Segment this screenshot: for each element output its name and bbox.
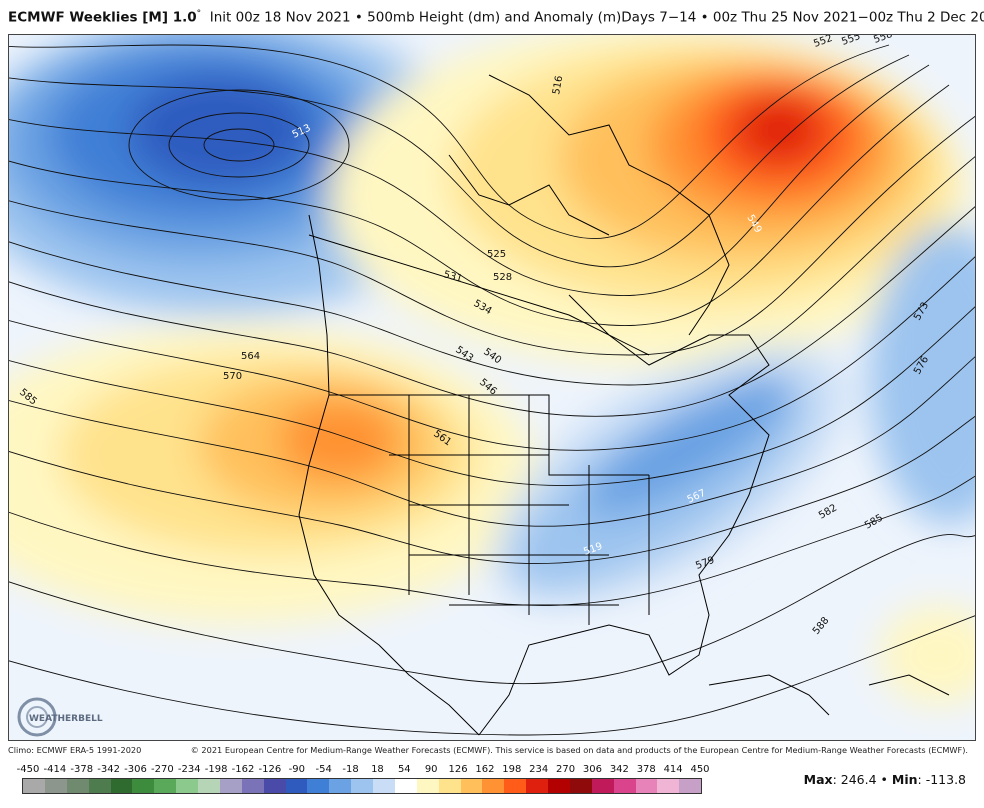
contour-label: 558 (872, 35, 894, 46)
scale-tick-label: 90 (424, 764, 438, 775)
header: ECMWF Weeklies [M] 1.0° Init 00z 18 Nov … (0, 0, 984, 34)
contour-label: 564 (241, 351, 260, 362)
height-contours (9, 44, 975, 736)
scale-swatch (548, 779, 570, 793)
scale-swatch (438, 779, 461, 793)
contour-label: 528 (493, 272, 512, 283)
min-value: -113.8 (925, 772, 966, 787)
scale-swatch (394, 779, 417, 793)
scale-tick-label: 306 (582, 764, 603, 775)
degree-sign: ° (196, 9, 202, 19)
scale-swatch (307, 779, 330, 793)
scale-tick-label: -306 (124, 764, 147, 775)
scale-swatch (460, 779, 483, 793)
scale-tick-label: -234 (177, 764, 201, 775)
weatherbell-logo: WEATHERBELL (17, 697, 103, 737)
scale-swatch (176, 779, 198, 793)
copyright-credit: © 2021 European Centre for Medium-Range … (190, 745, 968, 755)
scale-swatch (526, 779, 548, 793)
scale-tick-label: 450 (690, 764, 710, 775)
scale-swatch (657, 779, 680, 793)
scale-tick-label: 18 (371, 764, 384, 775)
scale-tick-label: -90 (288, 764, 305, 775)
stats-separator: • (880, 772, 888, 787)
logo-text: WEATHERBELL (29, 714, 103, 724)
scale-tick-label: 126 (448, 764, 468, 775)
scale-tick-label: -378 (70, 764, 94, 775)
contour-label: 531 (442, 269, 463, 285)
scale-swatch (482, 779, 505, 793)
scale-swatch (66, 779, 89, 793)
scale-tick-labels: -450 -414 -378 -342 -306 -270 -234 -198 -162 -126… (16, 762, 710, 776)
scale-swatch (351, 779, 373, 793)
scale-swatch (154, 779, 177, 793)
scale-swatch (285, 779, 308, 793)
color-scale: -450 -414 -378 -342 -306 -270 -234 -198 -162 -126… (8, 762, 710, 802)
max-value: 246.4 (840, 772, 877, 787)
chart-title: ECMWF Weeklies [M] 1.0° Init 00z 18 Nov … (8, 9, 984, 26)
scale-swatch (263, 779, 286, 793)
scale-tick-label: -342 (97, 764, 120, 775)
scale-swatch (613, 779, 636, 793)
scale-bar (22, 778, 702, 794)
scale-tick-label: -270 (151, 764, 174, 775)
scale-tick-label: 198 (502, 764, 522, 775)
scale-swatch (569, 779, 592, 793)
scale-swatch (88, 779, 111, 793)
contour-label: 525 (487, 249, 506, 260)
max-label: Max (803, 772, 833, 787)
scale-swatch (591, 779, 614, 793)
map-canvas: 513 516 519 525 528 531 534 540 543 546 … (9, 35, 975, 740)
scale-swatch (23, 779, 45, 793)
scale-swatch (373, 779, 395, 793)
scale-swatch (110, 779, 133, 793)
scale-tick-label: 270 (556, 764, 576, 775)
scale-tick-label: -18 (342, 764, 359, 775)
credits: Climo: ECMWF ERA-5 1991-2020 © 2021 Euro… (8, 745, 976, 759)
max-min-stats: Max: 246.4 • Min: -113.8 (803, 772, 966, 787)
contour-label: 516 (551, 75, 565, 96)
scale-swatch (504, 779, 527, 793)
scale-swatch (44, 779, 67, 793)
anomaly-fill (9, 35, 975, 705)
scale-tick-label: 234 (529, 764, 549, 775)
scale-tick-label: 414 (663, 764, 683, 775)
scale-tick-label: 378 (636, 764, 656, 775)
scale-swatch (198, 779, 220, 793)
scale-tick-label: -126 (258, 764, 282, 775)
contour-label: 570 (223, 371, 242, 382)
scale-tick-label: -198 (204, 764, 228, 775)
scale-swatch (329, 779, 352, 793)
map-outlines (298, 74, 950, 736)
scale-swatch (132, 779, 155, 793)
scale-swatch (679, 779, 702, 793)
scale-tick-label: -450 (16, 764, 40, 775)
scale-tick-label: -54 (315, 764, 332, 775)
anomaly-map: 513 516 519 525 528 531 534 540 543 546 … (8, 34, 976, 741)
scale-swatch (635, 779, 658, 793)
scale-tick-label: 342 (609, 764, 629, 775)
scale-tick-label: -414 (43, 764, 67, 775)
scale-swatch (416, 779, 439, 793)
climo-credit: Climo: ECMWF ERA-5 1991-2020 (8, 745, 142, 755)
scale-tick-label: 54 (397, 764, 411, 775)
min-label: Min (891, 772, 918, 787)
scale-tick-label: 162 (475, 764, 495, 775)
scale-tick-label: -162 (231, 764, 255, 775)
product-name: ECMWF Weeklies [M] 1.0 (8, 9, 197, 26)
title-details: Init 00z 18 Nov 2021 • 500mb Height (dm)… (209, 9, 984, 26)
scale-swatch (241, 779, 264, 793)
scale-swatch (219, 779, 242, 793)
